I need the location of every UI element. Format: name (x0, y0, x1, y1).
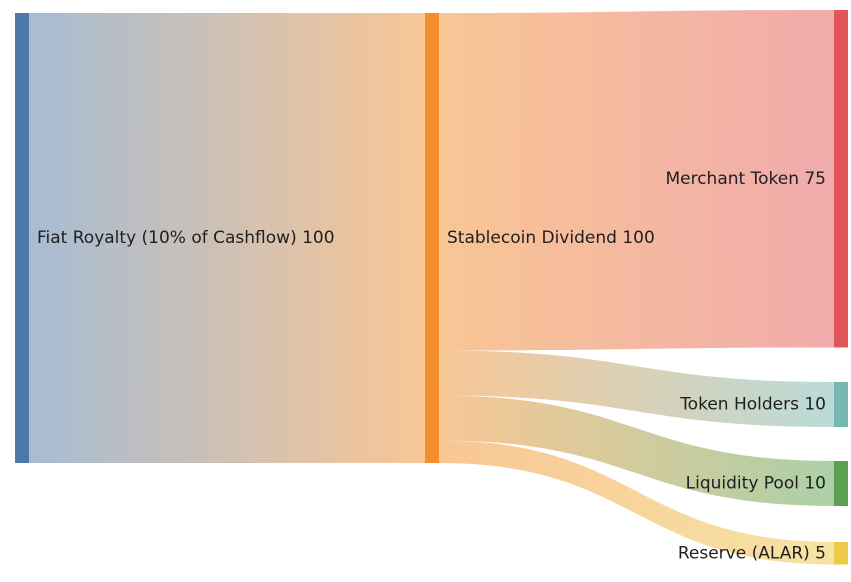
node-liquidity[interactable] (834, 461, 848, 506)
node-stable[interactable] (425, 13, 439, 463)
sankey-labels: Fiat Royalty (10% of Cashflow) 100 Stable… (37, 169, 826, 564)
node-label-merchant: Merchant Token 75 (665, 169, 826, 189)
node-label-fiat: Fiat Royalty (10% of Cashflow) 100 (37, 228, 335, 248)
node-fiat[interactable] (15, 13, 29, 463)
node-label-holders: Token Holders 10 (679, 395, 826, 415)
link-stable-to-reserve[interactable] (439, 440, 834, 565)
node-label-liquidity: Liquidity Pool 10 (686, 474, 826, 494)
node-label-stable: Stablecoin Dividend 100 (447, 228, 655, 248)
node-reserve[interactable] (834, 542, 848, 565)
node-label-reserve: Reserve (ALAR) 5 (678, 543, 826, 563)
node-merchant[interactable] (834, 10, 848, 348)
link-stable-to-liquidity[interactable] (439, 395, 834, 507)
sankey-links (29, 10, 834, 565)
sankey-nodes (15, 10, 848, 565)
link-stable-to-merchant[interactable] (439, 10, 834, 351)
node-holders[interactable] (834, 382, 848, 427)
link-fiat-to-stable[interactable] (29, 13, 425, 463)
link-stable-to-holders[interactable] (439, 350, 834, 428)
